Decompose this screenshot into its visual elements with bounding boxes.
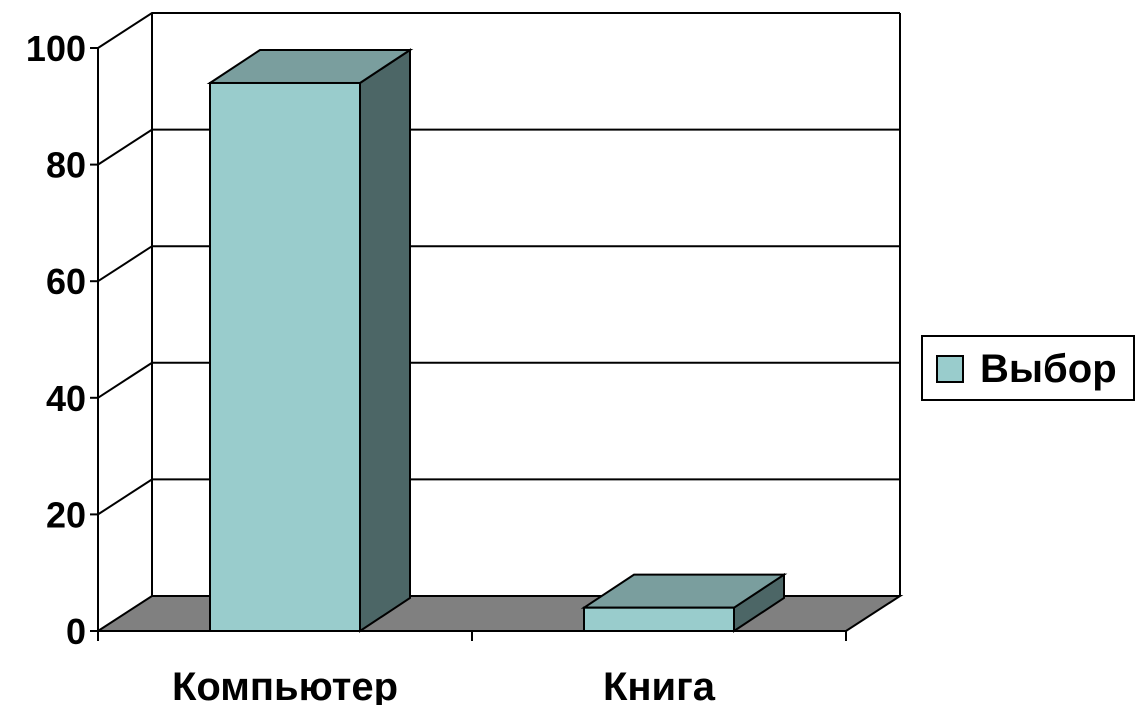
gridline: [97, 361, 900, 399]
y-tick-label: 0: [66, 611, 86, 652]
y-tick-label: 100: [26, 28, 86, 69]
legend-label: Выбор: [980, 347, 1117, 391]
category-label: Компьютер: [172, 665, 398, 705]
legend-swatch: [936, 355, 964, 383]
bar: [580, 572, 788, 633]
bar-front: [583, 606, 735, 632]
gridline: [97, 478, 900, 516]
gridline: [97, 128, 900, 166]
legend: Выбор: [921, 335, 1135, 401]
bars: [206, 48, 788, 633]
y-tick-label: 20: [46, 494, 86, 535]
gridlines: [97, 12, 901, 596]
category-labels: Компьютер Книга: [172, 665, 716, 705]
y-tick-label: 80: [46, 145, 86, 186]
bar-front: [209, 81, 361, 633]
axes: [90, 47, 847, 641]
y-tick-labels: 0 20 40 60 80 100: [26, 28, 86, 652]
y-tick-label: 40: [46, 378, 86, 419]
y-tick-label: 60: [46, 261, 86, 302]
gridline: [97, 245, 900, 283]
category-label: Книга: [603, 665, 716, 705]
bar: [206, 48, 414, 633]
bar-side: [359, 48, 411, 633]
gridline: [97, 12, 900, 49]
